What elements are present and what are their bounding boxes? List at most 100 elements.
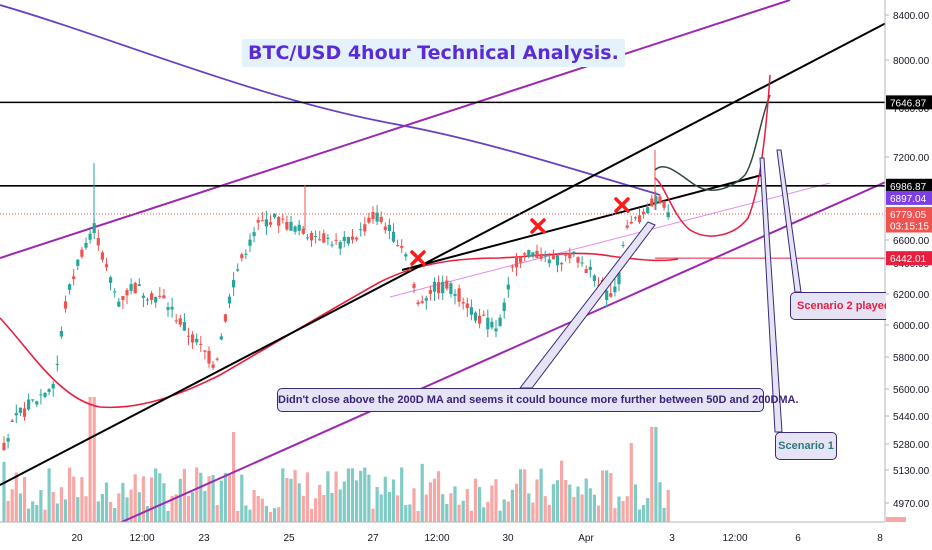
volume-bar [523, 469, 527, 522]
volume-bar [121, 482, 125, 522]
volume-bar [396, 495, 400, 522]
volume-bar [240, 474, 244, 522]
candle-body [408, 269, 412, 271]
y-tick-label: 5800.00 [893, 353, 930, 364]
candle-body [510, 266, 514, 268]
candle-body [338, 242, 342, 249]
volume-bar [68, 467, 72, 522]
candle-body [502, 302, 506, 312]
scenario-1-text: Scenario 1 [778, 440, 834, 452]
candle-body [457, 288, 461, 302]
volume-bar [531, 502, 535, 522]
red-x-marker [614, 197, 630, 213]
candle-body [621, 244, 625, 246]
candle-body [117, 301, 121, 307]
volume-bar [457, 504, 461, 522]
volume-bar [281, 468, 285, 522]
candle-body [137, 284, 141, 286]
volume-bar [211, 475, 215, 522]
volume-bar [342, 481, 346, 522]
candle-body [576, 257, 580, 263]
volume-bar [55, 503, 59, 522]
main-callout-text: Didn't close above the 200D MA and seems… [278, 394, 799, 406]
candle-body [605, 290, 609, 300]
volume-bar [260, 498, 264, 522]
candle-body [654, 196, 658, 205]
volume-bar [441, 494, 445, 522]
candle-body [547, 259, 551, 264]
volume-bar [584, 478, 588, 522]
candle-body [383, 226, 387, 231]
volume-bar [629, 443, 633, 522]
candle-body [494, 328, 498, 332]
volume-bar [646, 498, 650, 522]
candle-body [523, 253, 527, 255]
volume-bar [506, 501, 510, 522]
candle-body [252, 232, 256, 237]
candle-body [469, 307, 473, 315]
x-tick-label: 12:00 [722, 533, 747, 544]
volume-bar [203, 490, 207, 522]
candle-body [633, 217, 637, 219]
volume-bar [498, 510, 502, 522]
long-trendline [0, 21, 889, 486]
candle-body [174, 320, 178, 322]
candle-body [404, 254, 408, 257]
volume-bar [379, 494, 383, 522]
price-tag [886, 178, 932, 193]
candle-body [555, 255, 560, 266]
volume-bar [100, 493, 104, 522]
volume-bar [277, 507, 281, 522]
price-tag [886, 218, 932, 233]
volume-bar [219, 480, 223, 522]
price-tag-label: 7646.87 [890, 98, 927, 109]
volume-bar [174, 494, 178, 522]
y-tick-label: 6000.00 [893, 321, 930, 332]
candle-body [424, 298, 428, 301]
candle-body [72, 276, 76, 280]
candle-body [55, 364, 59, 366]
volume-bar [662, 507, 666, 522]
candle-body [2, 442, 6, 451]
volume-bar [154, 468, 158, 522]
volume-bar [6, 501, 10, 522]
candle-body [420, 301, 424, 303]
candle-body [63, 301, 68, 309]
candle-body [264, 219, 268, 227]
candle-body [35, 401, 39, 405]
volume-bar [564, 480, 568, 522]
volume-bar [568, 484, 572, 522]
volume-bar [363, 467, 367, 522]
candle-body [662, 200, 666, 208]
candle-body [637, 215, 642, 223]
volume-bar [535, 479, 539, 522]
volume-bar [10, 489, 14, 522]
candle-body [572, 251, 576, 253]
volume-bar [637, 509, 642, 522]
candle-body [527, 250, 531, 257]
candle-body [104, 264, 109, 268]
x-tick-label: 3 [669, 533, 675, 544]
candle-body [129, 284, 133, 291]
candle-body [514, 256, 519, 268]
scenario-1-callout: Scenario 1 [775, 432, 837, 460]
candle-body [482, 314, 486, 316]
volume-bar [625, 496, 629, 522]
ma-50-line [0, 252, 679, 409]
volume-bar [502, 499, 506, 522]
candle-body [121, 296, 125, 300]
volume-bar [141, 476, 145, 522]
volume-bar [215, 505, 219, 522]
volume-bar [461, 500, 465, 522]
candle-body [473, 312, 478, 321]
candle-body [560, 263, 564, 265]
volume-bar [338, 489, 342, 522]
volume-bar [117, 493, 121, 522]
volume-bar [207, 476, 211, 522]
volume-bar [658, 482, 662, 522]
volume-bar [186, 495, 191, 522]
volume-bar [432, 478, 437, 522]
volume-bar [572, 496, 576, 522]
volume-bar [547, 504, 551, 522]
